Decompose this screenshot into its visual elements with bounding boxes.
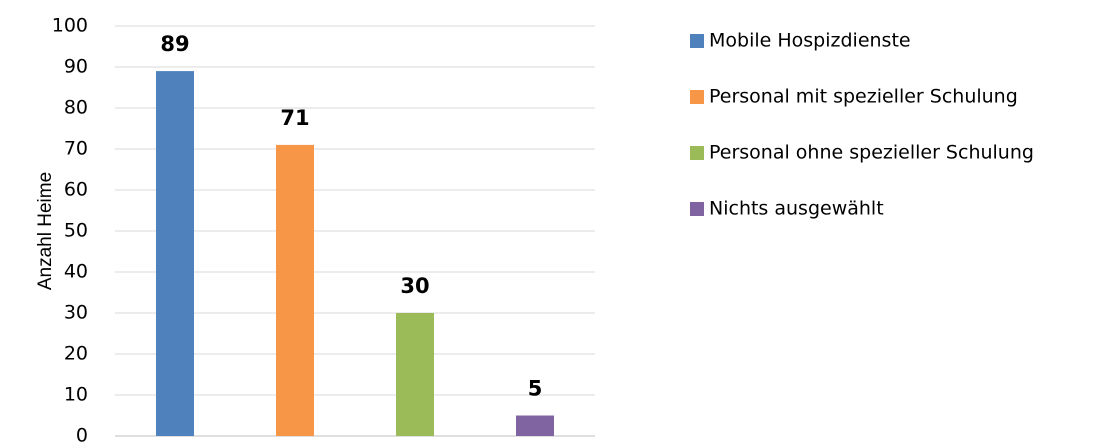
legend-label: Nichts ausgewählt xyxy=(709,198,884,220)
bar xyxy=(516,415,554,436)
y-tick-label: 30 xyxy=(64,302,88,324)
y-tick-label: 0 xyxy=(76,425,88,443)
legend-label: Mobile Hospizdienste xyxy=(709,30,911,52)
y-axis-title: Anzahl Heime xyxy=(35,172,56,290)
y-tick-label: 60 xyxy=(64,179,88,201)
bar xyxy=(156,71,194,436)
legend-swatch xyxy=(690,34,704,48)
y-tick-label: 90 xyxy=(64,56,88,78)
y-tick-label: 20 xyxy=(64,343,88,365)
y-tick-label: 40 xyxy=(64,261,88,283)
y-tick-label: 100 xyxy=(52,15,88,37)
legend-label: Personal mit spezieller Schulung xyxy=(709,86,1018,108)
legend-swatch xyxy=(690,90,704,104)
y-tick-label: 70 xyxy=(64,138,88,160)
value-label: 71 xyxy=(280,106,309,130)
value-label: 30 xyxy=(400,274,429,298)
legend-label: Personal ohne spezieller Schulung xyxy=(709,142,1034,164)
value-label: 5 xyxy=(528,377,543,401)
y-tick-label: 10 xyxy=(64,384,88,406)
y-tick-label: 80 xyxy=(64,97,88,119)
bar xyxy=(276,144,314,436)
y-tick-label: 50 xyxy=(64,220,88,242)
legend-swatch xyxy=(690,146,704,160)
legend-swatch xyxy=(690,202,704,216)
bar xyxy=(396,313,434,436)
value-label: 89 xyxy=(160,32,189,56)
